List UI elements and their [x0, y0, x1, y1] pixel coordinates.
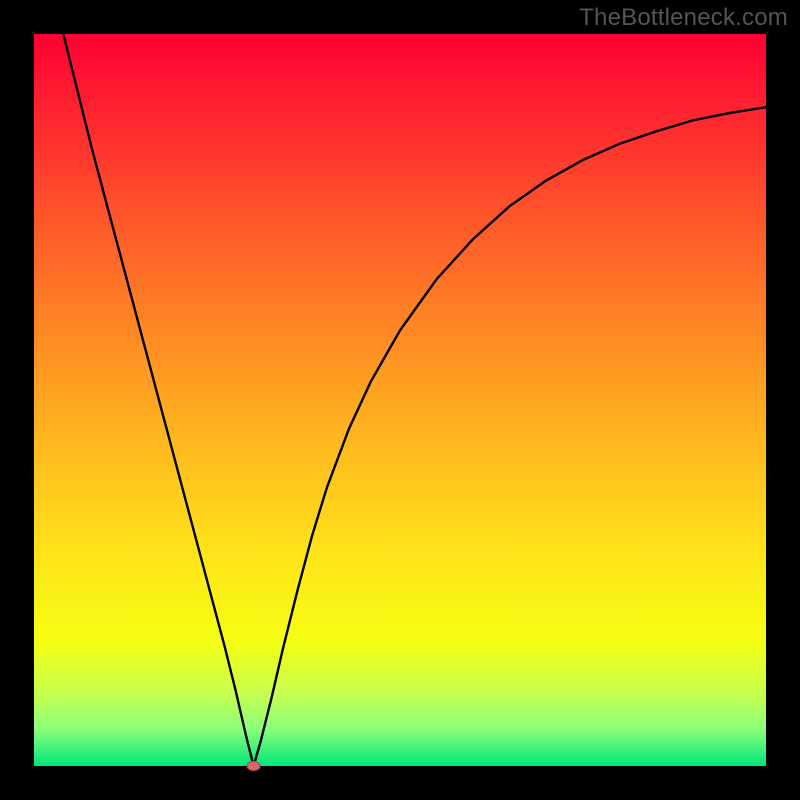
watermark-text: TheBottleneck.com	[579, 4, 788, 32]
minimum-marker	[247, 762, 260, 771]
plot-background	[34, 34, 766, 766]
bottleneck-chart	[0, 0, 800, 800]
stage: TheBottleneck.com	[0, 0, 800, 800]
